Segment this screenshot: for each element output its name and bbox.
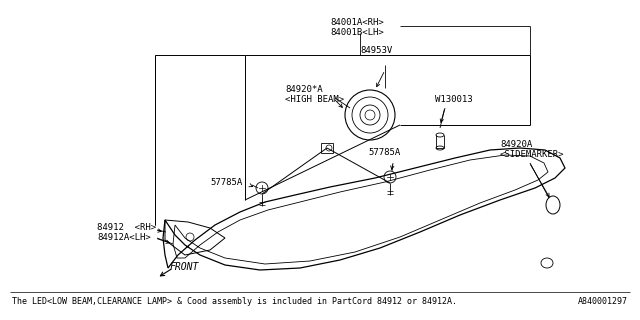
Text: A840001297: A840001297 [578,297,628,306]
Text: The LED<LOW BEAM,CLEARANCE LAMP> & Cood assembly is included in PartCord 84912 o: The LED<LOW BEAM,CLEARANCE LAMP> & Cood … [12,297,457,306]
Text: 84953V: 84953V [360,46,392,55]
Text: 84001A<RH>: 84001A<RH> [330,18,384,27]
Text: FRONT: FRONT [170,262,200,272]
Text: W130013: W130013 [435,95,472,104]
Text: 84001B<LH>: 84001B<LH> [330,28,384,37]
Text: 84920A
<SIDEMARKER>: 84920A <SIDEMARKER> [500,140,564,159]
Text: 84920*A
<HIGH BEAM>: 84920*A <HIGH BEAM> [285,85,344,104]
Text: 57785A: 57785A [210,178,243,187]
Text: 57785A: 57785A [368,148,400,157]
Text: 84912  <RH>: 84912 <RH> [97,223,156,232]
Text: 84912A<LH>: 84912A<LH> [97,233,151,242]
